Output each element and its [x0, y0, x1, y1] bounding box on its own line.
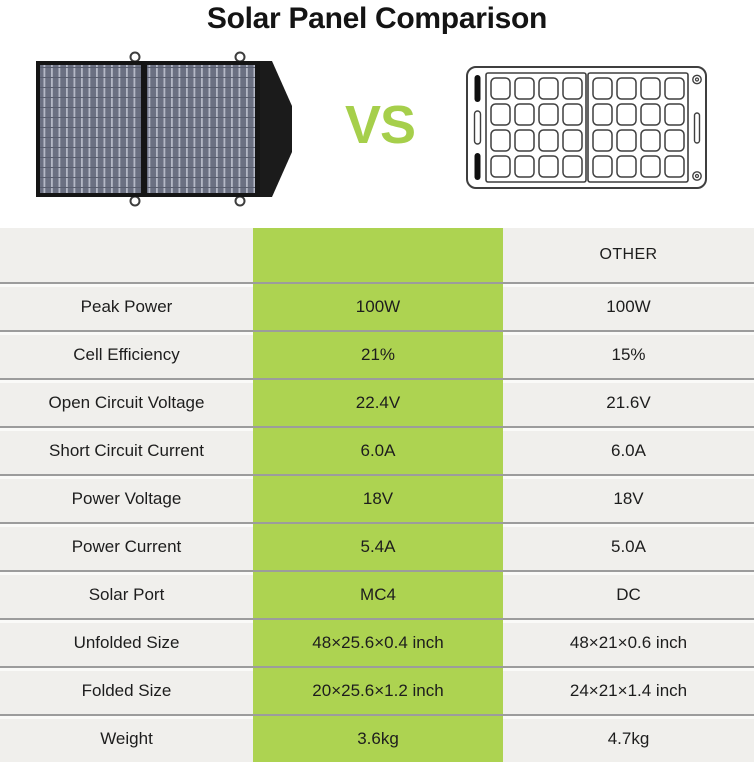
- header-product-cell: [253, 228, 503, 282]
- product-value: 3.6kg: [357, 729, 399, 748]
- product-value: 48×25.6×0.4 inch: [312, 633, 444, 652]
- spec-label: Unfolded Size: [0, 620, 253, 666]
- table-row: Power Voltage 18V 18V: [0, 474, 754, 522]
- table-header-row: OTHER: [0, 228, 754, 282]
- product-solar-panel-image: [36, 51, 292, 207]
- product-value: 6.0A: [360, 441, 396, 460]
- spec-label: Power Voltage: [0, 476, 253, 522]
- other-value: 18V: [503, 476, 754, 522]
- other-value: 100W: [503, 284, 754, 330]
- table-row: Cell Efficiency 21% 15%: [0, 330, 754, 378]
- other-value: 5.0A: [503, 524, 754, 570]
- product-value: MC4: [360, 585, 396, 604]
- page-title: Solar Panel Comparison: [206, 2, 548, 35]
- spec-label: Cell Efficiency: [0, 332, 253, 378]
- table-row: Weight 3.6kg 4.7kg: [0, 714, 754, 762]
- table-row: Unfolded Size 48×25.6×0.4 inch 48×21×0.6…: [0, 618, 754, 666]
- hanging-loop-icon: [234, 51, 246, 63]
- other-value: 6.0A: [503, 428, 754, 474]
- other-value: DC: [503, 572, 754, 618]
- spec-label: Power Current: [0, 524, 253, 570]
- product-value: 20×25.6×1.2 inch: [312, 681, 444, 700]
- screw-hole-icon: [692, 171, 702, 181]
- vs-label: VS: [344, 95, 416, 155]
- table-row: Folded Size 20×25.6×1.2 inch 24×21×1.4 i…: [0, 666, 754, 714]
- product-value: 21%: [360, 345, 396, 364]
- other-value: 21.6V: [503, 380, 754, 426]
- spec-label: Peak Power: [0, 284, 253, 330]
- product-value: 100W: [355, 297, 401, 316]
- table-row: Power Current 5.4A 5.0A: [0, 522, 754, 570]
- other-value: 15%: [503, 332, 754, 378]
- hanging-loop-icon: [129, 51, 141, 63]
- hanging-loop-icon: [234, 195, 246, 207]
- spec-label: Folded Size: [0, 668, 253, 714]
- other-value: 4.7kg: [503, 716, 754, 762]
- header-spec-cell: [0, 228, 253, 282]
- table-row: Short Circuit Current 6.0A 6.0A: [0, 426, 754, 474]
- other-value: 24×21×1.4 inch: [503, 668, 754, 714]
- spec-label: Weight: [0, 716, 253, 762]
- spec-label: Solar Port: [0, 572, 253, 618]
- comparison-table: OTHER Peak Power 100W 100W Cell Efficien…: [0, 228, 754, 762]
- product-value: 5.4A: [360, 537, 396, 556]
- highlight-column: [253, 228, 503, 762]
- other-solar-panel-image: [466, 66, 707, 189]
- product-value: 22.4V: [355, 393, 401, 412]
- product-value: 18V: [362, 489, 394, 508]
- spec-label: Open Circuit Voltage: [0, 380, 253, 426]
- table-row: Open Circuit Voltage 22.4V 21.6V: [0, 378, 754, 426]
- table-row: Peak Power 100W 100W: [0, 282, 754, 330]
- other-value: 48×21×0.6 inch: [503, 620, 754, 666]
- table-row: Solar Port MC4 DC: [0, 570, 754, 618]
- header-other-cell: OTHER: [503, 228, 754, 282]
- screw-hole-icon: [692, 74, 702, 85]
- spec-label: Short Circuit Current: [0, 428, 253, 474]
- hanging-loop-icon: [129, 195, 141, 207]
